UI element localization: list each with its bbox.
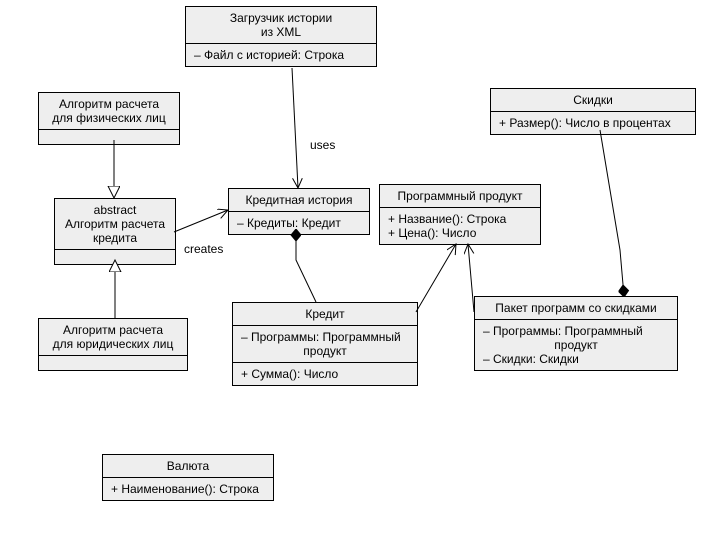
class-title: Пакет программ со скидками	[475, 297, 677, 320]
class-title: Загрузчик истории из XML	[186, 7, 376, 44]
class-ops: + Сумма(): Число	[233, 363, 417, 385]
class-title: Валюта	[103, 455, 273, 478]
edge-creates	[174, 210, 228, 232]
class-algo-jur: Алгоритм расчета для юридических лиц	[38, 318, 188, 371]
class-ops: + Название(): Строка + Цена(): Число	[380, 208, 540, 244]
class-title: Кредитная история	[229, 189, 369, 212]
class-package: Пакет программ со скидками – Программы: …	[474, 296, 678, 371]
class-title: Алгоритм расчета для физических лиц	[39, 93, 179, 130]
class-discount: Скидки + Размер(): Число в процентах	[490, 88, 696, 135]
class-attrs: – Файл с историей: Строка	[186, 44, 376, 66]
class-credit-history: Кредитная история – Кредиты: Кредит	[228, 188, 370, 235]
class-title: Скидки	[491, 89, 695, 112]
class-title: Программный продукт	[380, 185, 540, 208]
class-attrs: – Кредиты: Кредит	[229, 212, 369, 234]
edge-pkg-discount	[600, 130, 624, 296]
class-currency: Валюта + Наименование(): Строка	[102, 454, 274, 501]
edge-label-creates: creates	[184, 242, 223, 256]
class-attrs: – Программы: Программный продукт	[233, 326, 417, 363]
class-title: abstract Алгоритм расчета кредита	[55, 199, 175, 250]
class-title: Кредит	[233, 303, 417, 326]
class-algo-abstract: abstract Алгоритм расчета кредита	[54, 198, 176, 265]
class-empty	[39, 356, 187, 370]
edge-hist-credit	[296, 230, 316, 302]
class-empty	[39, 130, 179, 144]
edge-uses	[292, 68, 298, 188]
class-attrs: – Программы: Программный продукт – Скидк…	[475, 320, 677, 370]
class-empty	[55, 250, 175, 264]
class-ops: + Наименование(): Строка	[103, 478, 273, 500]
class-credit: Кредит – Программы: Программный продукт …	[232, 302, 418, 386]
class-title: Алгоритм расчета для юридических лиц	[39, 319, 187, 356]
class-ops: + Размер(): Число в процентах	[491, 112, 695, 134]
edge-credit-product	[416, 244, 456, 312]
class-product: Программный продукт + Название(): Строка…	[379, 184, 541, 245]
class-xml-loader: Загрузчик истории из XML – Файл с истори…	[185, 6, 377, 67]
class-algo-fiz: Алгоритм расчета для физических лиц	[38, 92, 180, 145]
edge-label-uses: uses	[310, 138, 335, 152]
